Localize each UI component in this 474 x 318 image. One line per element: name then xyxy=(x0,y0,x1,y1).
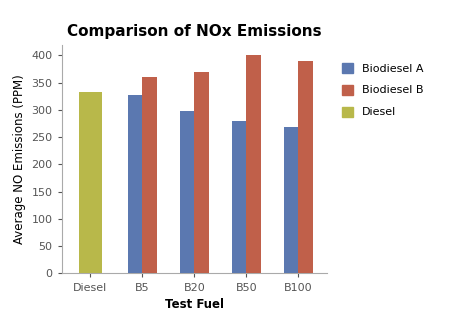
Bar xyxy=(232,121,246,273)
Bar xyxy=(284,267,299,273)
Bar xyxy=(79,93,102,273)
Title: Comparison of NOx Emissions: Comparison of NOx Emissions xyxy=(67,24,322,39)
Legend: Biodiesel A, Biodiesel B, Diesel: Biodiesel A, Biodiesel B, Diesel xyxy=(342,63,424,117)
Bar xyxy=(180,267,194,273)
Y-axis label: Average NO Emissions (PPM): Average NO Emissions (PPM) xyxy=(13,74,26,244)
Bar xyxy=(142,267,157,273)
Bar xyxy=(232,267,246,273)
Bar xyxy=(142,77,157,273)
Bar xyxy=(284,128,299,273)
X-axis label: Test Fuel: Test Fuel xyxy=(165,298,224,311)
Bar xyxy=(246,267,261,273)
Bar xyxy=(194,72,209,273)
Bar xyxy=(246,55,261,273)
Bar xyxy=(128,267,142,273)
Bar xyxy=(299,61,313,273)
Bar xyxy=(79,267,102,273)
Bar xyxy=(194,267,209,273)
Bar xyxy=(128,95,142,273)
Bar xyxy=(299,267,313,273)
Bar xyxy=(180,111,194,273)
